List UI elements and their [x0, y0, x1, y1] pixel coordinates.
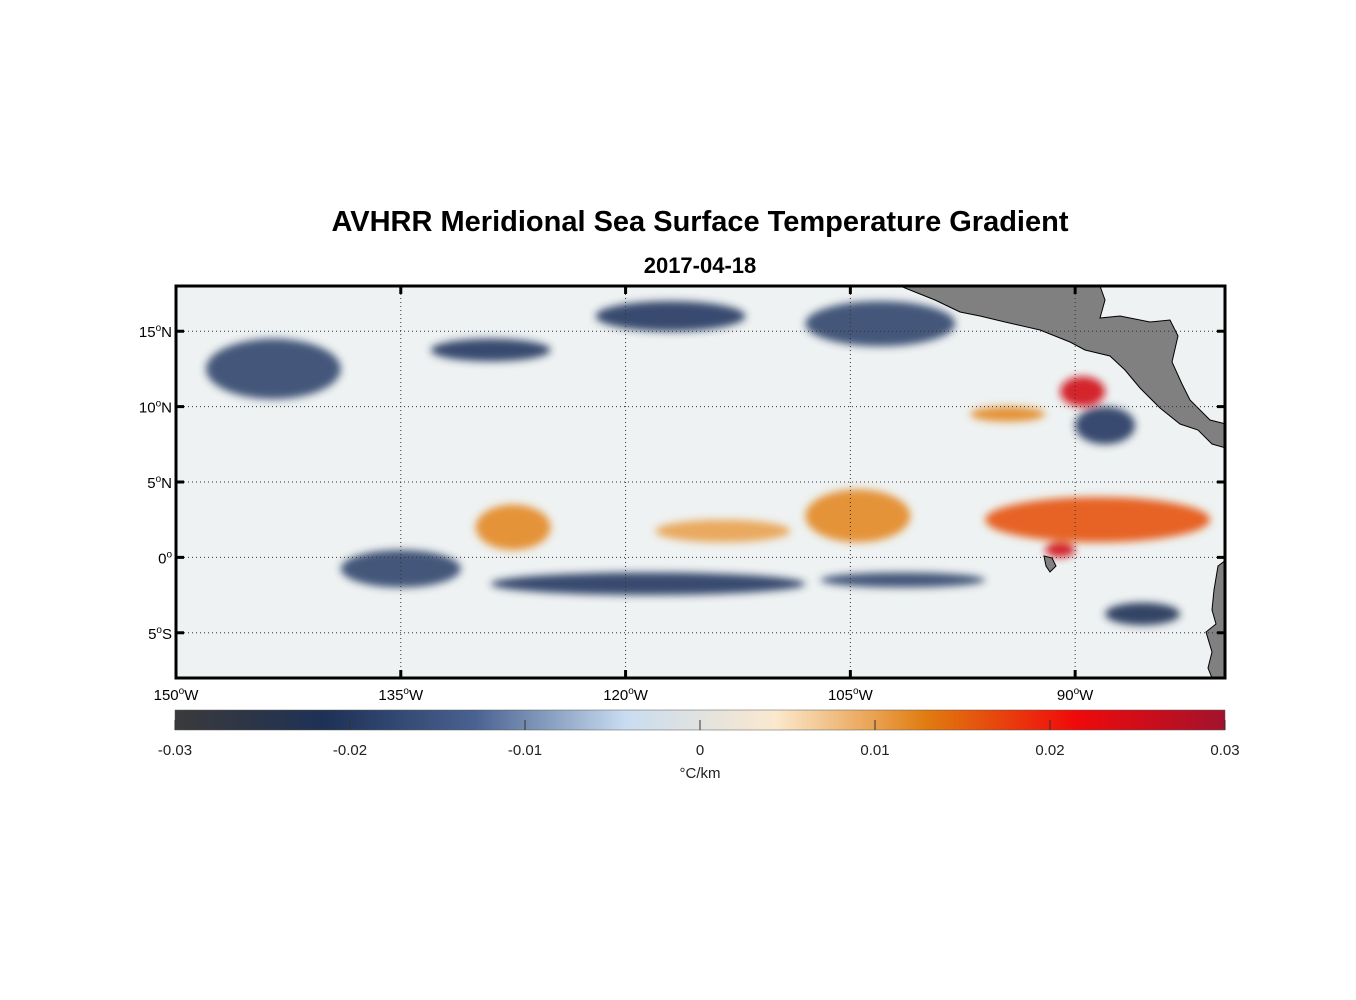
positive-gradient-band-11	[805, 489, 911, 543]
colorbar-tick-label: -0.03	[158, 742, 192, 759]
tick-label-lon: 105oW	[828, 686, 874, 704]
tick-label-lon: 135oW	[378, 686, 424, 704]
positive-gradient-band-14	[970, 406, 1046, 422]
colorbar-tick-label: 0.01	[860, 742, 889, 759]
colorbar-ticks: -0.03 -0.02 -0.01 0 0.01 0.02 0.03	[158, 720, 1240, 759]
negative-gradient-band-0	[205, 338, 341, 400]
negative-gradient-band-1	[430, 338, 551, 362]
land-galapagos	[1043, 555, 1057, 573]
land-south-america	[1205, 560, 1225, 678]
positive-gradient-band-15	[1045, 542, 1076, 558]
tick-label-lat: 0o	[158, 549, 172, 567]
colorbar-tick-label: -0.02	[333, 742, 367, 759]
map-grid	[176, 286, 1225, 678]
gradient-features	[205, 301, 1211, 626]
map-ticks: 150oW 135oW 120oW 105oW 90oW 15oN 10oN 5oN 0o 5oS	[139, 286, 1225, 704]
positive-gradient-band-9	[475, 504, 551, 550]
land-central-america	[899, 286, 1225, 449]
colorbar-tick-label: 0	[696, 742, 704, 759]
tick-label-lon: 120oW	[603, 686, 649, 704]
positive-gradient-band-12	[985, 497, 1211, 543]
negative-gradient-band-6	[820, 572, 986, 588]
negative-gradient-band-2	[595, 301, 746, 332]
tick-label-lon: 90oW	[1057, 686, 1094, 704]
positive-gradient-band-10	[655, 519, 791, 543]
tick-label-lat: 5oN	[147, 474, 172, 492]
negative-gradient-band-3	[805, 301, 956, 347]
colorbar-label: °C/km	[680, 765, 721, 782]
positive-gradient-band-13	[1060, 376, 1106, 407]
tick-label-lat: 10oN	[139, 399, 172, 417]
colorbar-tick-label: 0.02	[1035, 742, 1064, 759]
tick-label-lat: 15oN	[139, 323, 172, 341]
tick-label-lon: 150oW	[154, 686, 200, 704]
negative-gradient-band-7	[1105, 602, 1181, 626]
negative-gradient-band-4	[340, 549, 461, 588]
chart-subtitle: 2017-04-18	[643, 253, 757, 278]
colorbar-tick-label: -0.01	[508, 742, 542, 759]
tick-label-lat: 5oS	[148, 625, 172, 643]
colorbar-tick-label: 0.03	[1210, 742, 1239, 759]
chart-title: AVHRR Meridional Sea Surface Temperature…	[331, 206, 1069, 238]
negative-gradient-band-8	[1075, 406, 1136, 445]
negative-gradient-band-5	[490, 572, 806, 596]
